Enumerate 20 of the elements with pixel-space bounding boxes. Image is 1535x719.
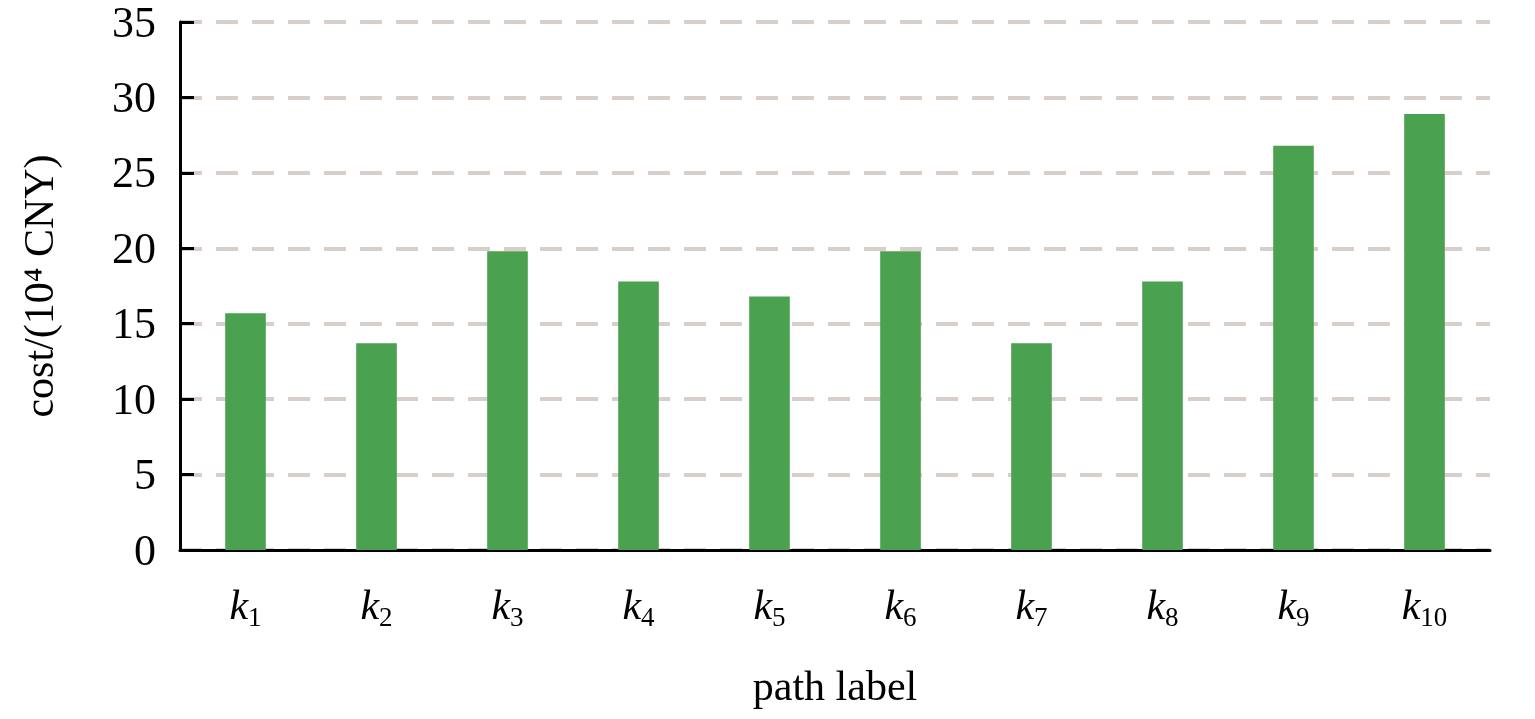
- bar: [880, 251, 921, 550]
- bar: [1142, 281, 1183, 550]
- y-tick-label: 5: [134, 450, 156, 500]
- bar: [618, 281, 659, 550]
- y-axis-title: cost/(10⁴ CNY): [16, 154, 63, 418]
- y-tick-label: 35: [112, 0, 156, 47]
- y-tick-label: 25: [112, 148, 156, 198]
- y-tick-label: 30: [112, 72, 156, 122]
- bar: [356, 343, 397, 550]
- y-tick-label: 10: [112, 374, 156, 424]
- bar: [1273, 145, 1314, 550]
- y-tick-label: 15: [112, 299, 156, 349]
- y-tick-label: 20: [112, 223, 156, 273]
- x-axis-title: path label: [752, 663, 918, 709]
- bar: [487, 251, 528, 550]
- bar: [1404, 114, 1445, 550]
- bar: [225, 313, 266, 550]
- y-tick-label: 0: [134, 525, 156, 575]
- bar: [749, 296, 790, 550]
- bar: [1011, 343, 1052, 550]
